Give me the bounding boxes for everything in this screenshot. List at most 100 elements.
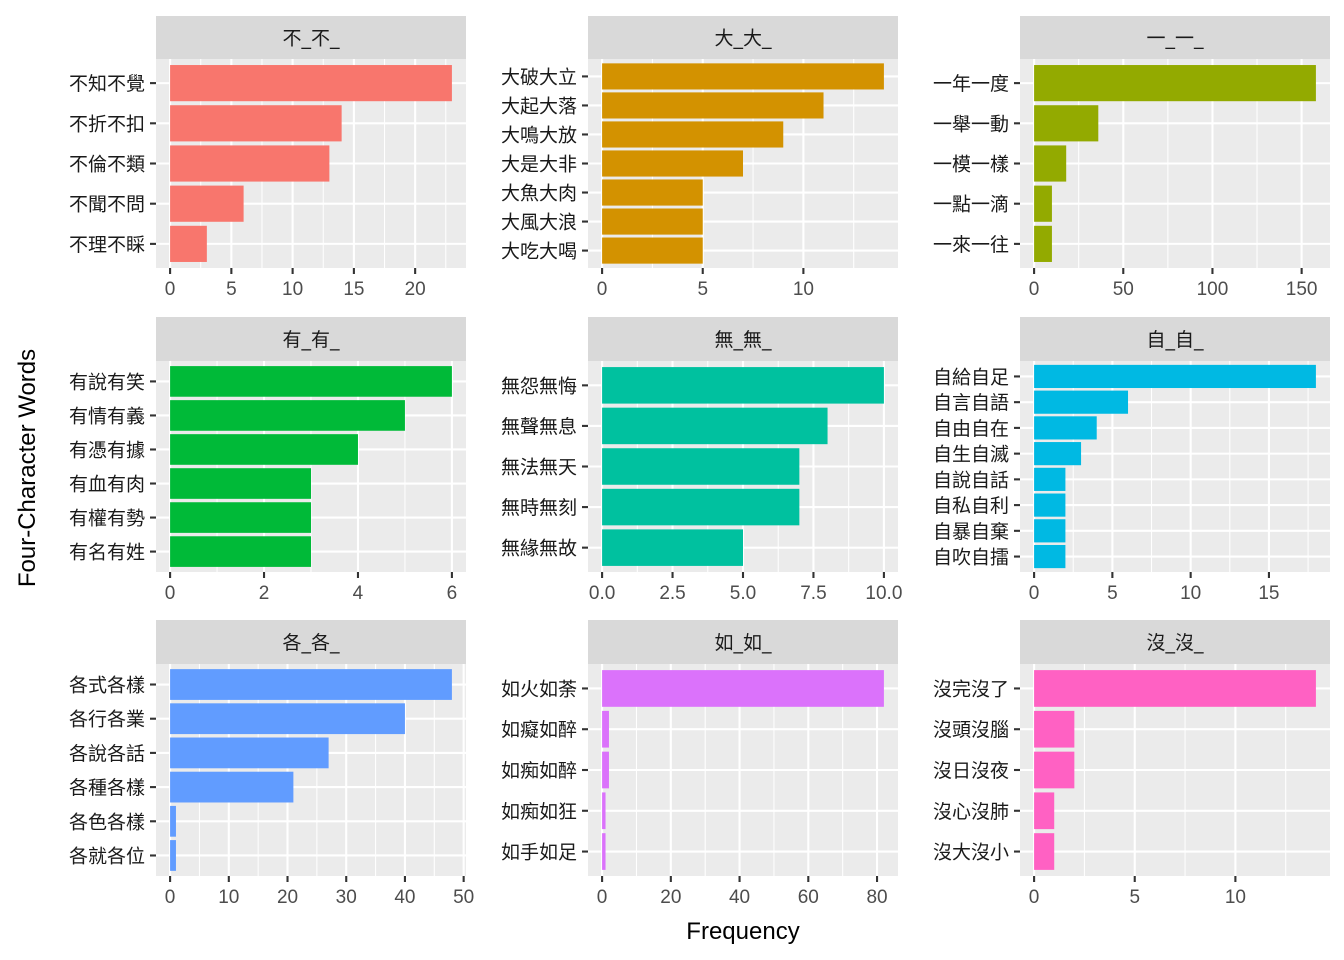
category-label: 大鳴大放 [501, 124, 577, 146]
category-label: 一年一度 [933, 73, 1009, 95]
bar [1034, 751, 1075, 789]
x-tick-label: 80 [866, 887, 887, 908]
bar [602, 150, 743, 177]
category-label: 無怨無悔 [501, 375, 577, 397]
x-tick-label: 10 [218, 887, 239, 908]
facet-title: 自_自_ [1146, 329, 1204, 351]
bar [170, 434, 358, 465]
facet-panel: 自_自_ 0 5 10 15 自給自足自言自語自由自在自生自滅自說自話自私自利自暴自棄自吹… [933, 317, 1330, 604]
x-tick-label: 5 [1129, 887, 1140, 908]
category-label: 自吹自擂 [933, 547, 1009, 569]
category-label: 沒日沒夜 [933, 760, 1009, 782]
facet-strip [588, 317, 898, 361]
category-label: 各說各話 [69, 743, 145, 765]
x-tick-label: 10 [1180, 583, 1201, 604]
facet-title: 大_大_ [714, 28, 772, 50]
category-label: 不折不扣 [69, 113, 145, 135]
bar [602, 179, 703, 206]
category-label: 有權有勢 [69, 508, 145, 530]
bar [1034, 105, 1099, 142]
x-axis-title: Frequency [686, 918, 799, 945]
category-label: 大是大非 [501, 154, 577, 176]
x-tick-label: 0 [597, 887, 608, 908]
bar [602, 488, 800, 526]
x-tick-label: 0 [1029, 583, 1040, 604]
category-label: 有名有姓 [69, 542, 145, 564]
bar [602, 237, 703, 264]
category-label: 自私自利 [933, 495, 1009, 517]
x-tick-label: 0.0 [589, 583, 615, 604]
x-tick-label: 10 [793, 279, 814, 300]
category-label: 沒頭沒腦 [933, 719, 1009, 741]
x-tick-label: 0 [165, 887, 176, 908]
category-label: 大風大浪 [501, 212, 577, 234]
facet-title: 有_有_ [282, 329, 340, 351]
category-label: 自生自滅 [933, 444, 1009, 466]
bar [602, 367, 884, 404]
bar [602, 529, 743, 566]
x-tick-label: 2.5 [659, 583, 685, 604]
category-label: 不知不覺 [69, 73, 145, 95]
category-label: 如手如足 [501, 842, 577, 864]
category-label: 大吃大喝 [501, 241, 577, 263]
facet-title: 無_無_ [714, 329, 772, 351]
bar [1034, 65, 1316, 102]
category-label: 如痴如醉 [501, 760, 577, 782]
bar [170, 468, 311, 499]
category-label: 各色各樣 [69, 811, 145, 833]
bar [602, 92, 824, 119]
x-tick-label: 60 [798, 887, 819, 908]
x-tick-label: 50 [1113, 279, 1134, 300]
category-label: 各行各業 [69, 709, 145, 731]
category-label: 沒大沒小 [933, 842, 1009, 864]
bar [1034, 364, 1316, 389]
bar [602, 833, 606, 870]
bar [170, 400, 405, 431]
x-tick-label: 30 [336, 887, 357, 908]
category-label: 自給自足 [933, 366, 1009, 388]
bar [170, 536, 311, 567]
x-tick-label: 7.5 [800, 583, 826, 604]
category-label: 大破大立 [501, 66, 577, 88]
bar [602, 751, 609, 789]
bar [1034, 390, 1129, 414]
bar [170, 145, 330, 182]
bar [1034, 185, 1052, 222]
bar [170, 65, 452, 102]
x-tick-label: 20 [405, 279, 426, 300]
category-label: 一模一樣 [933, 154, 1009, 176]
bar [1034, 833, 1055, 870]
x-tick-label: 50 [453, 887, 474, 908]
x-tick-label: 0 [1029, 887, 1040, 908]
bar [602, 448, 800, 485]
facet-strip [588, 620, 898, 664]
x-tick-label: 0 [597, 279, 608, 300]
category-label: 有憑有據 [69, 439, 145, 461]
y-axis-title: Four-Character Words [14, 349, 41, 587]
bar [1034, 145, 1067, 182]
category-label: 各就各位 [69, 845, 145, 867]
bar [1034, 442, 1082, 466]
bar [170, 703, 405, 735]
bar [170, 105, 342, 142]
facet-strip [1020, 620, 1330, 664]
facet-title: 一_一_ [1146, 28, 1204, 50]
bar [1034, 416, 1097, 440]
facet-strip [1020, 317, 1330, 361]
facet-strip [156, 317, 466, 361]
x-tick-label: 0 [165, 279, 176, 300]
bar [602, 121, 784, 148]
category-label: 無法無天 [501, 457, 577, 479]
category-label: 一舉一動 [933, 113, 1009, 135]
category-label: 有血有肉 [69, 474, 145, 496]
bar [1034, 792, 1055, 830]
bar [602, 208, 703, 235]
x-tick-label: 15 [1258, 583, 1279, 604]
category-label: 有情有義 [69, 405, 145, 427]
x-tick-label: 0 [1029, 279, 1040, 300]
category-label: 各式各樣 [69, 675, 145, 697]
